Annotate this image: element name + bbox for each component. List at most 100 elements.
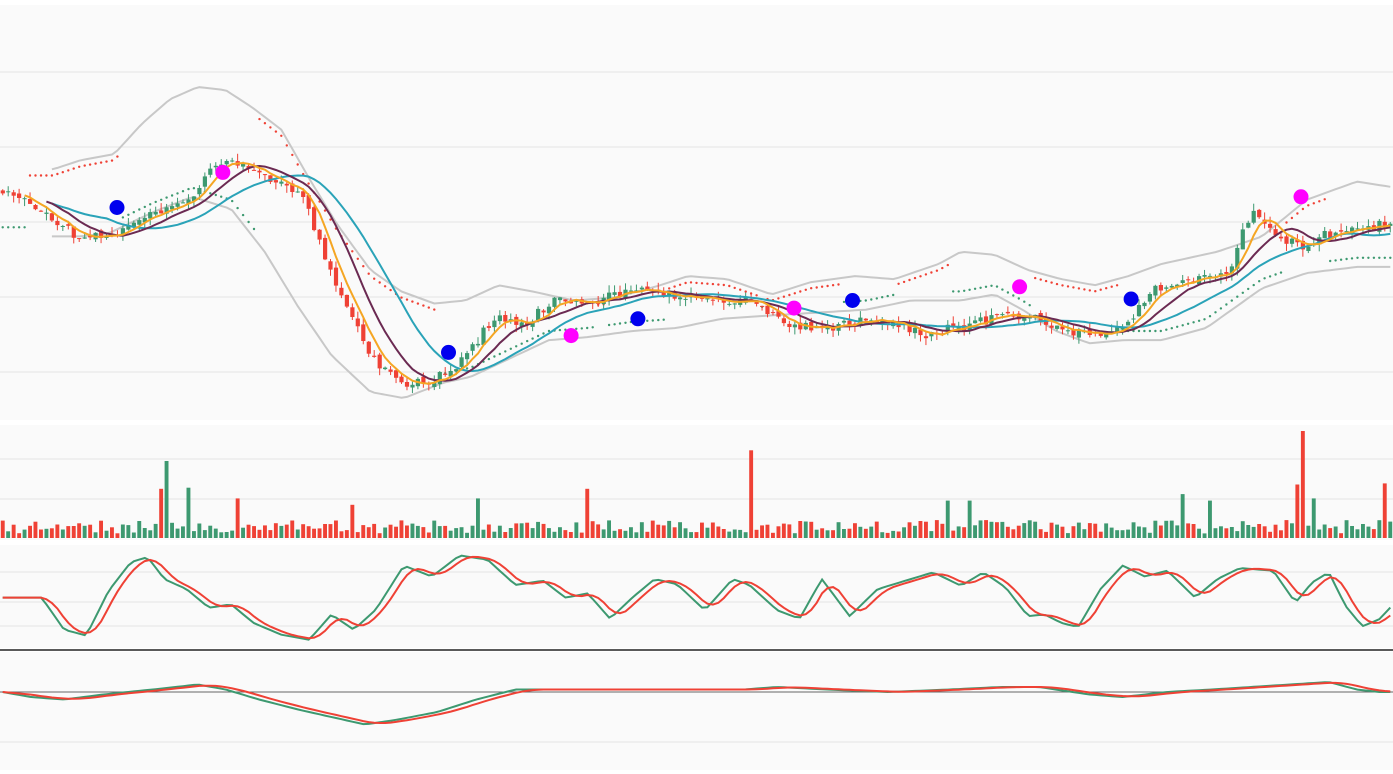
sar-dot [733, 286, 736, 290]
sar-dot [1279, 271, 1283, 274]
volume-bar [1311, 498, 1316, 538]
volume-bar [465, 532, 469, 538]
candle-body [191, 196, 197, 201]
volume-bar [1246, 525, 1251, 538]
candle-body [661, 292, 666, 297]
candle-body [1235, 247, 1240, 269]
candle-body [1071, 329, 1076, 336]
volume-bar [1169, 520, 1174, 538]
sar-dot [1137, 329, 1141, 333]
price-panel-background [0, 5, 1393, 420]
sar-dot [94, 162, 97, 165]
sar-dot [1083, 288, 1086, 291]
sar-dot [411, 300, 414, 303]
sar-dot [99, 161, 103, 164]
volume-bar [339, 531, 344, 538]
volume-bar [1126, 529, 1130, 538]
sell-signal-marker [786, 300, 802, 316]
volume-bar [1322, 524, 1327, 538]
buy-signal-marker [630, 311, 646, 327]
sar-dot [1105, 287, 1108, 290]
sar-dot [1072, 286, 1075, 289]
volume-bar [1098, 531, 1103, 538]
candle-body [945, 324, 950, 332]
volume-bar [787, 524, 792, 538]
sar-dot [984, 285, 988, 288]
volume-bar [776, 526, 781, 538]
candle-body [1300, 240, 1305, 250]
sar-dot [1230, 299, 1234, 302]
volume-bar [579, 532, 584, 538]
volume-bar [148, 530, 153, 538]
sar-dot [837, 283, 840, 286]
candle-body [366, 341, 371, 354]
volume-bar [951, 530, 956, 538]
sar-dot [1165, 328, 1168, 331]
bollinger-lower-line [51, 196, 1391, 399]
sar-dot [919, 275, 922, 278]
sar-dot [329, 218, 332, 221]
volume-bar [1251, 526, 1256, 538]
sar-dot [1012, 294, 1015, 297]
sar-dot [138, 208, 141, 211]
candle-body [1278, 236, 1284, 239]
candle-body [1049, 325, 1054, 328]
sar-dot [870, 298, 873, 301]
volume-bar [153, 523, 158, 538]
candle-body [1268, 223, 1273, 228]
candle-body [99, 230, 104, 238]
sar-dot [17, 226, 21, 229]
sar-dot [127, 213, 130, 216]
volume-bar [689, 532, 693, 538]
candle-body [22, 198, 27, 200]
sar-dot [1301, 207, 1305, 211]
volume-bar [825, 530, 830, 538]
ma-fast-line [24, 161, 1391, 385]
sar-dot [788, 293, 791, 297]
volume-bar [601, 529, 606, 538]
sar-dot [831, 284, 835, 287]
sar-dot [782, 295, 786, 298]
volume-bar [1361, 524, 1365, 538]
sar-dot [252, 227, 256, 231]
sar-dot [580, 327, 583, 330]
candle-body [754, 300, 759, 304]
volume-bar [388, 524, 393, 538]
volume-bar [519, 523, 524, 538]
candle-body [667, 290, 672, 297]
candle-body [978, 317, 983, 322]
volume-bar [1273, 524, 1278, 538]
candle-body [208, 168, 213, 175]
candle-body [776, 311, 781, 317]
sar-dot [963, 289, 966, 292]
sar-dot [739, 288, 742, 291]
sar-dot [165, 196, 168, 199]
buy-signal-marker [845, 293, 860, 308]
candle-body [55, 220, 60, 226]
volume-bar [530, 528, 535, 538]
volume-bar [1235, 531, 1240, 538]
bollinger-bands [51, 86, 1391, 399]
candle-body [301, 191, 306, 197]
sar-dot [717, 283, 720, 286]
volume-bar [842, 529, 846, 538]
candle-body [617, 291, 623, 298]
sar-dot [269, 126, 272, 129]
volume-bar [6, 531, 11, 538]
sell-signal-marker [1293, 189, 1309, 205]
sar-dot [531, 337, 534, 340]
sar-dot [214, 193, 217, 197]
volume-bar [0, 520, 5, 538]
volume-bar [93, 532, 98, 538]
volume-bar [978, 520, 983, 538]
sar-dot [897, 282, 900, 285]
buy-signal-marker [109, 200, 125, 215]
candle-body [983, 316, 989, 325]
volume-bar [1382, 483, 1387, 538]
volume-bar [1284, 520, 1289, 538]
volume-bar [792, 533, 797, 538]
volume-bar [885, 532, 890, 538]
sar-dot [1006, 291, 1010, 294]
candle-body [88, 235, 93, 238]
